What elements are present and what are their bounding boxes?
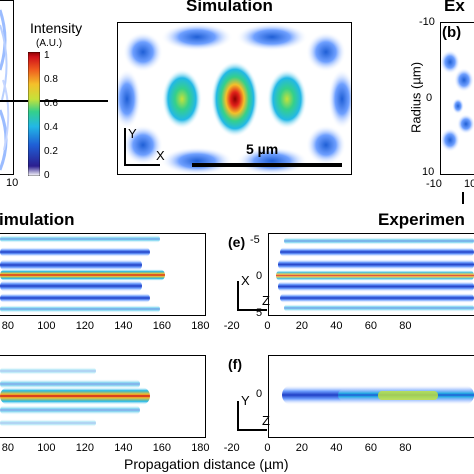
x-tick-label: 140	[114, 320, 133, 332]
e-axis-y-line	[237, 281, 239, 311]
x-tick-label: 20	[295, 320, 309, 332]
x-tick-label: 100	[37, 442, 56, 454]
x-tick-label: 140	[114, 442, 133, 454]
exp-xz-panel	[268, 233, 474, 316]
exp-xz-frame	[268, 233, 474, 316]
b-xtick-right: 10	[464, 178, 474, 190]
e-panel-label: (e)	[228, 234, 246, 250]
top-experiment-title: Ex	[444, 0, 465, 15]
f-axis-y-label: Y	[241, 393, 250, 408]
x-tick-label: 80	[399, 442, 412, 454]
sim-xz-beam	[0, 233, 206, 316]
x-tick-label: 0	[264, 320, 271, 332]
simulation-mode-image	[117, 22, 352, 175]
x-tick-label: -20	[223, 442, 240, 454]
experiment-mode-panel	[440, 22, 474, 175]
exp-yz-beam	[268, 355, 474, 438]
b-xlabel-cutoff-glyph	[462, 192, 464, 204]
x-tick-label: 100	[37, 320, 56, 332]
sim-yz-panel	[0, 355, 206, 438]
sim-axis-x-label: X	[156, 148, 165, 163]
b-ytick-bottom: 10	[422, 166, 435, 178]
x-tick-label: 160	[152, 442, 172, 454]
f-axis-x-line	[237, 429, 267, 431]
sim-axis-y-label: Y	[128, 126, 137, 141]
simulation-panel-frame	[117, 22, 352, 175]
x-tick-label: 80	[1, 320, 15, 332]
x-tick-label: 0	[264, 442, 271, 454]
exp-xz-beam	[268, 233, 474, 316]
x-tick-label: 60	[364, 320, 378, 332]
profile-cut-line	[0, 100, 108, 102]
b-panel-label: (b)	[442, 24, 462, 41]
colorbar-tick: 0.2	[44, 146, 58, 157]
sim-xz-panel	[0, 233, 206, 316]
top-left-intensity-panel	[0, 0, 14, 174]
x-tick-label: 80	[1, 442, 15, 454]
sim-xz-frame	[0, 233, 206, 316]
sim-yz-frame	[0, 355, 206, 438]
propagation-xlabel: Propagation distance (µm)	[124, 456, 289, 472]
scalebar-label: 5 µm	[246, 141, 279, 157]
x-tick-label: 80	[399, 320, 412, 332]
colorbar-unit: (A.U.)	[36, 38, 63, 49]
x-tick-label: 40	[330, 442, 343, 454]
f-axis-x-label: Z	[262, 413, 270, 428]
experiment-mode-image	[440, 22, 474, 175]
x-tick-label: 40	[330, 320, 343, 332]
top-left-ring-pattern	[0, 0, 14, 174]
experiment-panel-frame	[440, 22, 474, 175]
f-panel-label: (f)	[228, 356, 242, 372]
x-tick-label: -20	[223, 320, 240, 332]
bottom-experiment-title: Experimen	[378, 210, 465, 229]
colorbar-tick: 1	[44, 50, 50, 61]
e-axis-y-label: X	[241, 273, 250, 288]
bottom-simulation-title: imulation	[0, 210, 75, 229]
top-left-panel-frame	[0, 0, 14, 175]
x-tick-label: 160	[152, 320, 172, 332]
top-left-tick-10: 10	[6, 177, 19, 189]
e-axis-x-line	[237, 309, 267, 311]
sim-axis-y-line	[124, 128, 126, 166]
colorbar-tick: 0	[44, 170, 50, 181]
exp-yz-frame	[268, 355, 474, 438]
sim-axis-x-line	[124, 164, 160, 166]
f-ytick-zero: 0	[256, 388, 263, 400]
colorbar-tick: 0.4	[44, 122, 58, 133]
f-axis-y-line	[237, 401, 239, 431]
colorbar-title: Intensity	[30, 20, 83, 36]
b-ylabel: Radius (µm)	[408, 61, 424, 134]
b-ytick-top: -10	[419, 16, 435, 28]
e-axis-x-label: Z	[262, 293, 270, 308]
scalebar	[192, 163, 342, 167]
x-tick-label: 180	[191, 442, 210, 454]
sim-yz-beam	[0, 355, 206, 438]
x-tick-label: 60	[364, 442, 378, 454]
x-tick-label: 180	[191, 320, 210, 332]
colorbar-gradient	[28, 52, 40, 176]
b-xtick-left: -10	[426, 178, 442, 190]
x-tick-label: 120	[75, 320, 95, 332]
x-tick-label: 20	[295, 442, 309, 454]
x-tick-label: 120	[75, 442, 95, 454]
top-simulation-title: Simulation	[186, 0, 273, 15]
exp-yz-panel	[268, 355, 474, 438]
b-ytick-mid: 0	[426, 92, 433, 104]
colorbar-tick: 0.6	[44, 98, 58, 109]
colorbar-tick: 0.8	[44, 74, 58, 85]
e-ytick-mid: 0	[256, 270, 263, 282]
simulation-mode-panel	[117, 22, 352, 175]
e-ytick-bottom: 5	[256, 307, 263, 319]
e-ytick-top: -5	[250, 234, 260, 246]
